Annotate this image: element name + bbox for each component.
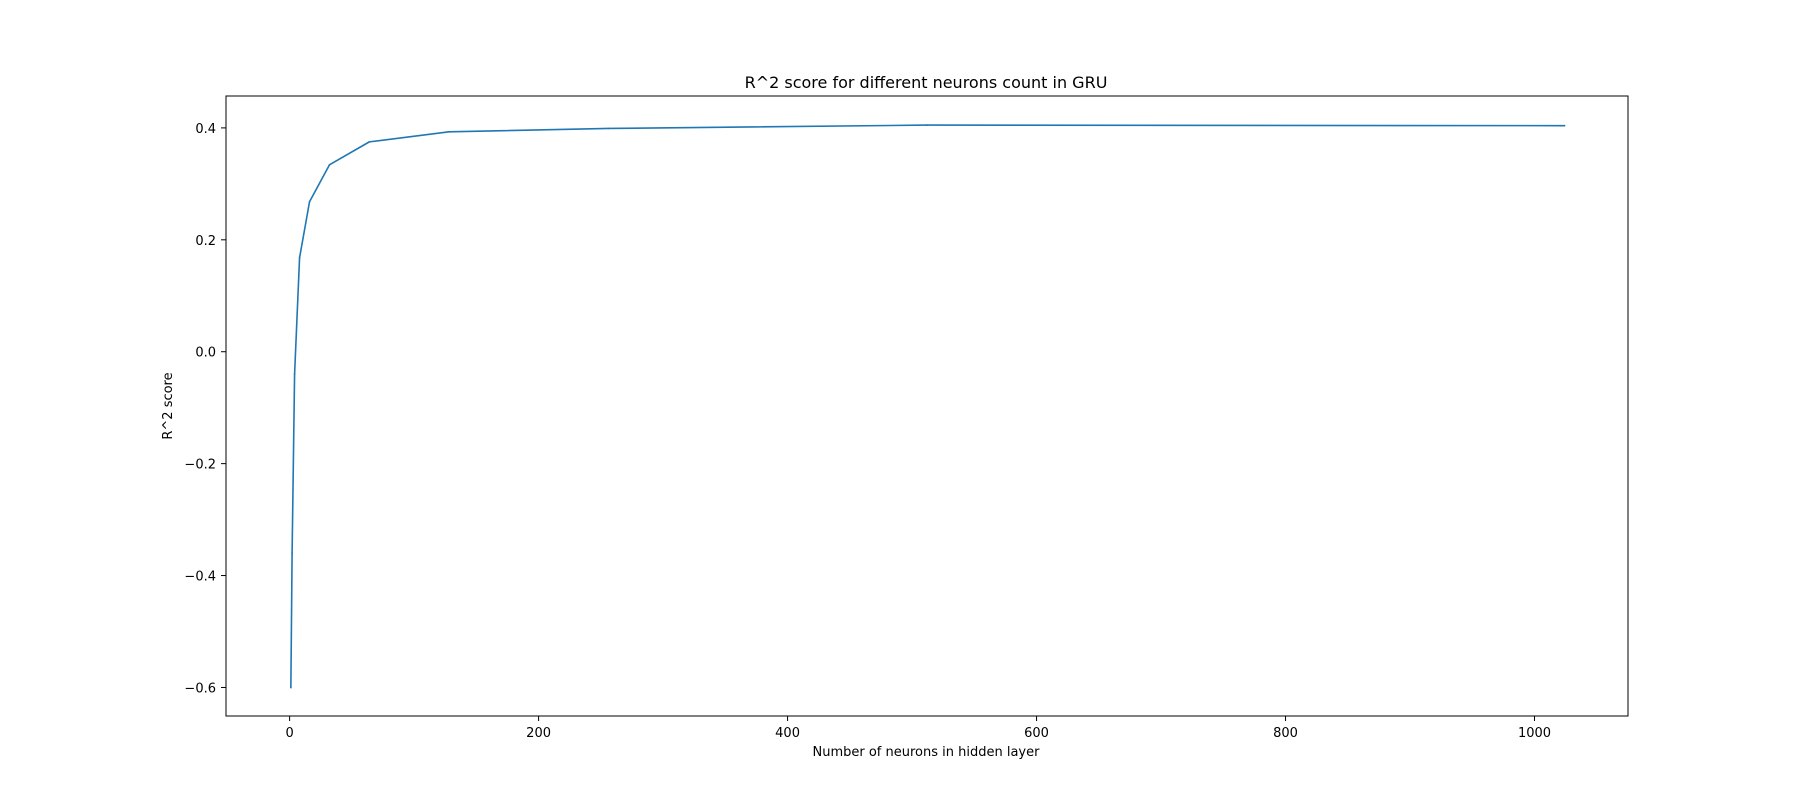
x-tick-label: 1000: [1518, 726, 1551, 741]
data-point: [290, 686, 292, 689]
y-tick-label: 0.0: [195, 346, 216, 361]
y-tick-label: −0.6: [184, 681, 216, 696]
y-tick-label: −0.2: [184, 458, 216, 473]
data-point: [308, 200, 311, 203]
y-axis-ticks: −0.6 −0.4 −0.2 0.0 0.2 0.4: [184, 122, 226, 696]
series-line: [290, 124, 1566, 689]
data-point: [368, 141, 371, 143]
data-point: [291, 552, 293, 554]
x-tick-label: 0: [285, 726, 293, 741]
y-tick-label: 0.2: [195, 234, 216, 249]
series-layer: [290, 124, 1566, 689]
data-point: [293, 373, 296, 375]
data-point: [298, 256, 301, 259]
y-tick-label: −0.4: [184, 570, 216, 585]
x-tick-label: 200: [526, 726, 551, 741]
x-tick-label: 400: [775, 726, 800, 741]
x-axis-label: Number of neurons in hidden layer: [813, 745, 1041, 760]
plot-area-frame: [225, 95, 1629, 717]
data-point: [1563, 124, 1566, 127]
data-point: [328, 164, 331, 166]
x-tick-label: 600: [1024, 726, 1049, 741]
y-tick-label: 0.4: [195, 122, 216, 137]
x-axis-ticks: 0 200 400 600 800 1000: [285, 716, 1551, 741]
data-point: [448, 131, 450, 133]
chart-title: R^2 score for different neurons count in…: [745, 73, 1108, 92]
data-point: [607, 127, 610, 130]
data-point: [926, 124, 928, 126]
x-tick-label: 800: [1273, 726, 1298, 741]
y-axis-label: R^2 score: [161, 372, 176, 439]
